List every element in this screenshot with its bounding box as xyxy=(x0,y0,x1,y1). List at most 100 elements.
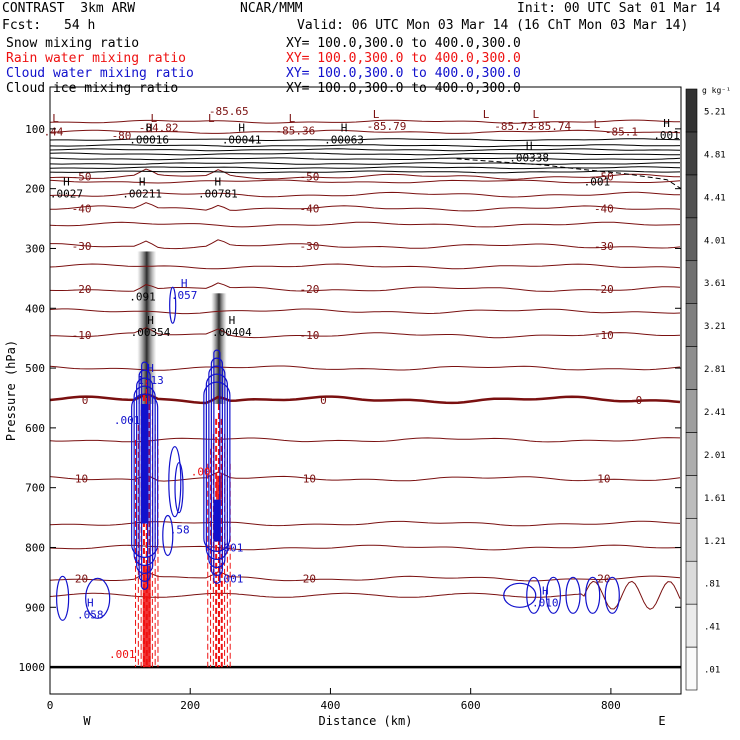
model-title: CONTRAST 3km ARW xyxy=(2,1,136,16)
cloud-water-contour xyxy=(203,381,231,552)
colorbar-label: 2.41 xyxy=(704,408,726,418)
temperature-contour-label: -10 xyxy=(299,329,319,342)
field-snow-xy: XY= 100.0,300.0 to 400.0,300.0 xyxy=(286,36,521,51)
temperature-contour-label: -30 xyxy=(594,240,614,253)
high-marker: H xyxy=(147,362,154,375)
x-tick-label: 0 xyxy=(47,699,54,712)
contour-value-label: .001 xyxy=(114,414,141,427)
high-value-label: .00354 xyxy=(131,326,171,339)
temperature-contour-label: -50 xyxy=(299,171,319,184)
temperature-contour-label: -20 xyxy=(594,283,614,296)
high-marker: H xyxy=(87,596,94,609)
temperature-contours: -50 -50 -50 -40 -40 -40 -30 -30 -30 -20 -20 -20 -10 -… xyxy=(49,168,681,669)
field-cloudwater-xy: XY= 100.0,300.0 to 400.0,300.0 xyxy=(286,66,521,81)
forecast-hour: 54 h xyxy=(64,18,96,33)
temperature-contour-label: -40 xyxy=(72,202,92,215)
cloud-water-contour xyxy=(208,365,226,568)
cloud-water-contour xyxy=(604,576,620,614)
contour-value-label: .44 xyxy=(44,125,64,138)
field-rain-name: Rain water mixing ratio xyxy=(6,51,187,66)
temperature-contour-label: -50 xyxy=(594,171,614,184)
plot-border xyxy=(49,86,682,695)
temperature-contour xyxy=(49,365,681,371)
colorbar-cell xyxy=(685,217,698,262)
high-marker: H xyxy=(526,140,533,153)
colorbar-label: 2.81 xyxy=(704,365,726,375)
x-axis-label: Distance (km) xyxy=(319,714,413,728)
strat-contour-line xyxy=(49,162,681,165)
high-marker: H xyxy=(663,117,670,130)
temperature-contour xyxy=(49,221,681,228)
x-tick-label: 800 xyxy=(601,699,621,712)
y-axis-label: Pressure (hPa) xyxy=(4,340,18,441)
temperature-contour xyxy=(49,191,681,198)
strat-contour-line xyxy=(49,157,681,161)
temperature-contour-label: 0 xyxy=(636,394,643,407)
colorbar-label: .01 xyxy=(704,666,720,676)
y-tick-label: 800 xyxy=(25,541,45,554)
high-value-label: .001 xyxy=(653,129,680,142)
strat-contour-line xyxy=(49,138,681,142)
west-label: W xyxy=(83,714,91,728)
temperature-contour-label: 20 xyxy=(303,573,316,586)
strat-contour-line xyxy=(49,119,681,124)
cloud-water-contour xyxy=(169,286,177,324)
cloud-water-core xyxy=(140,403,149,524)
colorbar-cell xyxy=(685,260,698,304)
colorbar-label: .81 xyxy=(704,580,720,590)
stratosphere-contours xyxy=(49,119,682,190)
high-value-label: .00016 xyxy=(129,134,169,147)
field-cloudwater-name: Cloud water mixing ratio xyxy=(6,66,194,81)
high-marker: H xyxy=(63,175,70,188)
colorbar-label: 4.01 xyxy=(704,236,726,246)
cloud-water-contour xyxy=(136,377,154,574)
temperature-contour-label: -50 xyxy=(72,171,92,184)
high-marker: H xyxy=(215,175,222,188)
temperature-contour-label: 10 xyxy=(597,473,610,486)
field-cloudice-name: Cloud ice mixing ratio xyxy=(6,81,179,96)
y-tick-label: 700 xyxy=(25,482,45,495)
high-marker: H xyxy=(238,122,245,135)
temperature-contour-label: -40 xyxy=(594,202,614,215)
high-marker: H xyxy=(542,585,549,598)
tropopause-label: -85.79 xyxy=(367,120,407,133)
cloud-water-contour xyxy=(213,349,221,584)
strat-contour-line xyxy=(49,144,681,148)
high-value-label: .00404 xyxy=(212,326,252,339)
high-value-label: .00211 xyxy=(122,187,162,200)
x-tick-label: 600 xyxy=(461,699,481,712)
rain-core xyxy=(215,475,222,500)
colorbar-cell xyxy=(685,389,698,433)
colorbar-cell xyxy=(685,517,698,562)
temperature-contour-label: -10 xyxy=(72,329,92,342)
cloud-water-contour xyxy=(131,393,159,558)
temperature-contour-label: -30 xyxy=(299,240,319,253)
colorbar-label: 1.61 xyxy=(704,494,726,504)
high-value-label: .00041 xyxy=(222,134,262,147)
field-snow-name: Snow mixing ratio xyxy=(6,36,140,51)
cloud-water-contour xyxy=(168,446,182,518)
low-marker: L xyxy=(533,108,540,121)
colorbar-cell xyxy=(685,475,698,519)
high-marker: H xyxy=(229,314,236,327)
y-tick-label: 100 xyxy=(25,123,45,136)
high-value-label: .058 xyxy=(77,608,104,621)
cloud-water-contour xyxy=(205,373,228,560)
cloud-water-contour xyxy=(210,357,223,576)
temperature-contour xyxy=(50,327,681,339)
tropopause-label: -85.73 xyxy=(494,120,534,133)
strat-contour-line xyxy=(49,170,681,174)
tropopause-label: -85.65 xyxy=(209,105,249,118)
forecast-label: Fcst: xyxy=(2,18,42,33)
cloud-water-contour xyxy=(585,576,601,614)
cloud-water-contour xyxy=(565,576,581,614)
high-value-label: .010 xyxy=(532,597,559,610)
plot-frame xyxy=(49,86,682,695)
strat-contour-line xyxy=(49,179,681,184)
colorbar-cell xyxy=(685,88,698,133)
contour-value-label: .001 xyxy=(217,541,244,554)
contour-value-label: .58 xyxy=(170,524,190,537)
high-value-label: .057 xyxy=(171,289,198,302)
